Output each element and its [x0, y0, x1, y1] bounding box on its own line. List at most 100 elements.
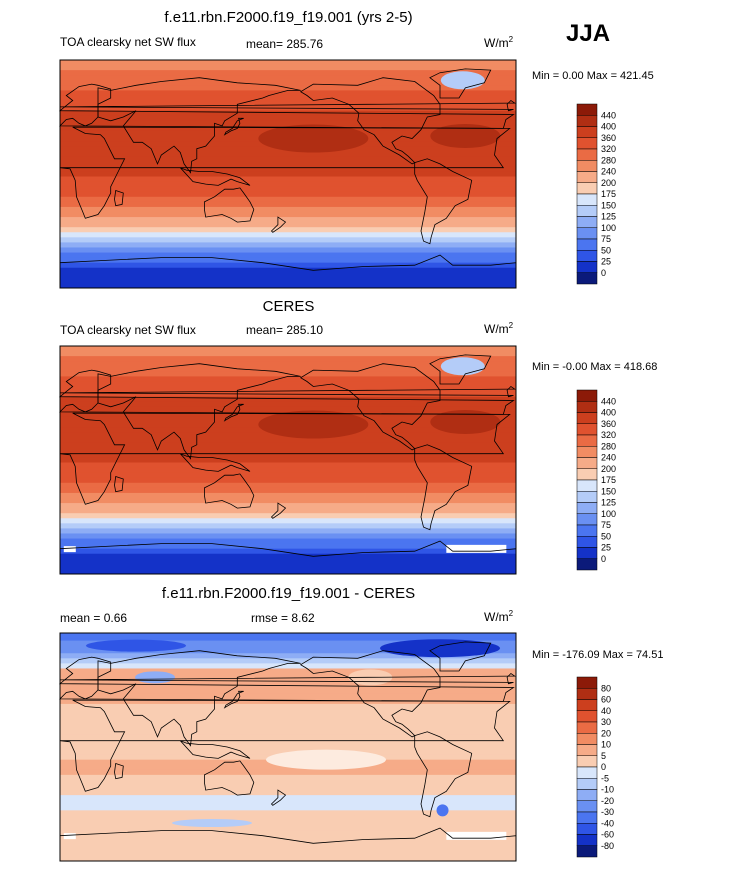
- lat-band: [60, 543, 516, 550]
- colorbar-tick-label: 25: [601, 543, 611, 553]
- lat-band: [60, 714, 516, 720]
- colorbar-box: [576, 834, 598, 846]
- colorbar-box: [576, 126, 598, 138]
- colorbar-tick-label: 30: [601, 717, 611, 727]
- panel2-units: W/m2: [484, 321, 514, 336]
- colorbar-tick-label: 80: [601, 683, 611, 693]
- colorbar-box: [576, 733, 598, 745]
- colorbar-tick-label: 125: [601, 212, 616, 222]
- panel2-frame: [59, 345, 517, 575]
- lat-band: [60, 156, 516, 162]
- coastline-australia: [203, 473, 255, 509]
- lat-band: [60, 60, 516, 66]
- lat-band: [60, 523, 516, 529]
- season-label: JJA: [566, 20, 611, 47]
- lat-band: [60, 252, 516, 259]
- lat-band: [60, 381, 516, 388]
- siberia-negative: [135, 671, 175, 684]
- colorbar-box: [576, 755, 598, 768]
- lat-band: [60, 437, 516, 443]
- lat-band: [60, 247, 516, 254]
- panel1-frame: [59, 59, 517, 289]
- lat-band: [60, 703, 516, 710]
- lat-band: [60, 568, 516, 575]
- colorbar-tick-label: 25: [601, 257, 611, 267]
- tropical-positive: [266, 749, 386, 770]
- coastline-indonesia: [180, 167, 251, 186]
- coastline-new-zealand: [270, 789, 287, 806]
- panel3-units: W/m2: [484, 609, 514, 624]
- lat-band: [60, 548, 516, 555]
- colorbar-tick-label: 320: [601, 430, 616, 440]
- lat-band: [60, 100, 516, 107]
- colorbar-box: [576, 800, 598, 813]
- lat-band: [60, 734, 516, 740]
- lat-band: [60, 487, 516, 494]
- panel2-mean: mean= 285.10: [246, 323, 324, 337]
- lat-band: [60, 779, 516, 786]
- coastline-north-america: [299, 77, 441, 165]
- coastline-europe: [58, 83, 515, 129]
- southern-positive: [352, 811, 452, 822]
- colorbar-tick-label: 440: [601, 110, 616, 120]
- lat-band: [60, 176, 516, 183]
- lat-band: [60, 120, 516, 127]
- coastline-africa: [59, 412, 511, 505]
- coastline-uk: [59, 99, 516, 112]
- colorbar-box: [576, 148, 598, 161]
- colorbar-box: [576, 536, 598, 548]
- colorbar-box: [576, 823, 598, 835]
- colorbar-tick-label: 150: [601, 486, 616, 496]
- lat-band: [60, 855, 516, 862]
- lat-band: [60, 447, 516, 453]
- lat-band: [60, 396, 516, 403]
- lat-band: [60, 267, 516, 274]
- colorbar-tick-label: 200: [601, 464, 616, 474]
- colorbar-box: [576, 238, 598, 251]
- lat-band: [60, 795, 516, 801]
- colorbar-box: [576, 423, 598, 436]
- panel1-map: [58, 59, 517, 289]
- lat-band: [60, 70, 516, 76]
- lat-band: [60, 492, 516, 499]
- lat-band: [60, 282, 516, 289]
- greenland-ice-patch: [440, 71, 485, 90]
- colorbar-box: [576, 558, 598, 571]
- missing-data-patch: [63, 833, 76, 840]
- colorbar-tick-label: 360: [601, 133, 616, 143]
- lat-band: [60, 477, 516, 484]
- colorbar-box: [576, 778, 598, 790]
- lat-band: [60, 161, 516, 167]
- lat-band: [60, 683, 516, 690]
- colorbar-tick-label: 400: [601, 122, 616, 132]
- colorbar-tick-label: -5: [601, 773, 609, 783]
- lat-band: [60, 65, 516, 71]
- colorbar-box: [576, 103, 598, 116]
- colorbar-box: [576, 457, 598, 469]
- missing-data-patch: [446, 831, 507, 840]
- lat-band: [60, 693, 516, 700]
- colorbar-box: [576, 446, 598, 458]
- coastline-australia: [203, 187, 255, 223]
- panel3-map: [58, 632, 517, 862]
- panel2-bands: [60, 346, 516, 575]
- lat-band: [60, 769, 516, 776]
- colorbar-box: [576, 250, 598, 262]
- lat-band: [60, 739, 516, 745]
- coastline-africa: [59, 699, 511, 792]
- colorbar-box: [576, 721, 598, 734]
- coastline-madagascar: [114, 475, 124, 493]
- lat-band: [60, 508, 516, 514]
- colorbar-tick-label: 240: [601, 453, 616, 463]
- panel2-map: [58, 345, 517, 575]
- lat-band: [60, 653, 516, 659]
- lat-band: [60, 719, 516, 725]
- lat-band: [60, 442, 516, 448]
- colorbar-box: [576, 160, 598, 172]
- lat-band: [60, 503, 516, 509]
- colorbar-tick-label: 175: [601, 475, 616, 485]
- lat-band: [60, 790, 516, 796]
